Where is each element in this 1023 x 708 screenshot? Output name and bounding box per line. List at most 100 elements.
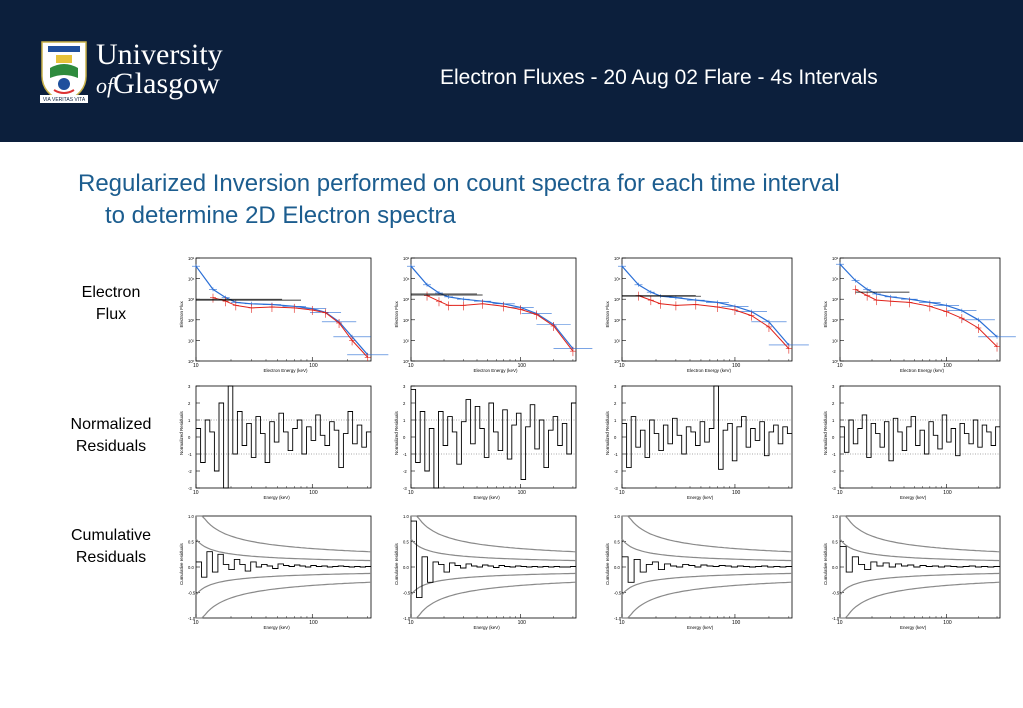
x-tick-label: 10 xyxy=(408,620,414,626)
x-tick-label: 10 xyxy=(193,490,199,496)
y-tick-label: 0.5 xyxy=(614,540,620,545)
x-tick-label: 100 xyxy=(732,490,741,496)
y-tick-label: -0.5 xyxy=(188,591,196,596)
x-tick-label: 10 xyxy=(193,620,199,626)
blue-flux-series xyxy=(839,263,998,338)
y-axis-label: Normalized Residuals xyxy=(605,410,610,455)
y-tick-label: -3 xyxy=(614,486,618,491)
y-tick-label: 10¹ xyxy=(188,338,195,343)
row-label-line: Cumulative xyxy=(70,527,152,544)
y-tick-label: 0.0 xyxy=(832,565,838,570)
y-tick-label: 10² xyxy=(403,318,410,323)
y-axis-label: Electron Flux xyxy=(394,300,399,327)
y-tick-label: 0.0 xyxy=(188,565,194,570)
y-tick-label: 1.0 xyxy=(188,514,194,519)
y-tick-label: -3 xyxy=(188,486,192,491)
upper-outer-envelope xyxy=(411,515,577,553)
y-tick-label: 0 xyxy=(188,435,191,440)
y-tick-label: -1 xyxy=(614,452,618,457)
upper-inner-envelope xyxy=(410,538,577,562)
y-tick-label: 3 xyxy=(403,384,406,389)
x-tick-label: 100 xyxy=(518,490,527,496)
row-label-line: Flux xyxy=(95,306,127,323)
subtitle-line2: to determine 2D Electron spectra xyxy=(105,202,456,229)
x-axis-label: Electron Energy (keV) xyxy=(687,368,732,373)
y-tick-label: 10³ xyxy=(188,297,195,302)
cumulative-step-series xyxy=(622,556,792,583)
plot-frame xyxy=(839,257,1001,362)
y-tick-label: -0.5 xyxy=(832,591,840,596)
plot-cumulative-residuals-4: 10 100 Energy (keV) Cumulative residuals -1.… xyxy=(823,514,1001,630)
y-tick-label: 10² xyxy=(188,318,195,323)
plot-frame xyxy=(195,385,372,489)
plot-frame xyxy=(621,515,793,619)
shield-icon xyxy=(41,41,87,103)
x-tick-label: 10 xyxy=(619,490,625,496)
y-tick-label: 1 xyxy=(614,418,617,423)
y-tick-label: 0.0 xyxy=(614,565,620,570)
y-tick-label: 3 xyxy=(188,384,191,389)
y-tick-label: 1.0 xyxy=(403,514,409,519)
y-tick-label: -2 xyxy=(188,469,192,474)
x-tick-label: 100 xyxy=(732,620,741,626)
y-tick-label: 0.0 xyxy=(403,565,409,570)
upper-inner-envelope xyxy=(195,538,372,562)
cumulative-step-series xyxy=(840,546,1000,573)
x-tick-label: 100 xyxy=(732,363,741,369)
x-tick-label: 100 xyxy=(309,620,318,626)
x-axis-label: Energy (keV) xyxy=(264,495,291,500)
upper-outer-envelope xyxy=(622,515,793,553)
slide-title: Electron Fluxes - 20 Aug 02 Flare - 4s I… xyxy=(440,66,878,89)
y-tick-label: 10⁰ xyxy=(188,359,195,364)
x-tick-label: 100 xyxy=(309,490,318,496)
lower-outer-envelope xyxy=(622,581,793,619)
y-tick-label: 10³ xyxy=(614,297,621,302)
upper-outer-envelope xyxy=(840,515,1001,553)
y-axis-label: Cumulative residuals xyxy=(823,542,828,585)
blue-flux-series xyxy=(410,265,574,349)
plot-cumulative-residuals-2: 10 100 Energy (keV) Cumulative residuals -1.… xyxy=(394,514,577,630)
x-tick-label: 10 xyxy=(408,490,414,496)
x-axis-label: Electron Energy (keV) xyxy=(474,368,519,373)
y-tick-label: -1.0 xyxy=(614,616,622,621)
y-axis-label: Electron Flux xyxy=(179,300,184,327)
lower-inner-envelope xyxy=(195,572,372,596)
shield-motto: VIA VERITAS VITA xyxy=(43,97,86,103)
y-axis-label: Electron Flux xyxy=(605,300,610,327)
residual-step-series xyxy=(411,388,576,489)
x-tick-label: 10 xyxy=(408,363,414,369)
upper-inner-envelope xyxy=(621,538,793,562)
subtitle-line1: Regularized Inversion performed on count… xyxy=(78,170,840,197)
y-tick-label: -2 xyxy=(614,469,618,474)
y-tick-label: 10⁰ xyxy=(614,359,621,364)
lower-outer-envelope xyxy=(196,581,372,619)
y-tick-label: 10⁴ xyxy=(403,277,410,282)
y-tick-label: 3 xyxy=(614,384,617,389)
plot-frame xyxy=(621,257,793,362)
y-tick-label: -2 xyxy=(832,469,836,474)
row-label-line: Residuals xyxy=(75,549,147,566)
x-tick-label: 10 xyxy=(837,620,843,626)
y-tick-label: 0.5 xyxy=(832,540,838,545)
y-tick-label: 0 xyxy=(403,435,406,440)
row-label-line: Electron xyxy=(81,284,141,301)
x-tick-label: 100 xyxy=(518,363,527,369)
university-logo: VIA VERITAS VITA xyxy=(40,41,88,103)
y-tick-label: 10⁴ xyxy=(188,277,195,282)
y-tick-label: 2 xyxy=(614,401,617,406)
wordmark-line1: University xyxy=(96,38,223,71)
y-tick-label: -1.0 xyxy=(403,616,411,621)
row-label-line: Residuals xyxy=(75,438,147,455)
y-tick-label: 10³ xyxy=(403,297,410,302)
y-tick-label: -1.0 xyxy=(188,616,196,621)
lower-inner-envelope xyxy=(410,572,577,596)
blue-flux-series xyxy=(195,265,369,356)
y-tick-label: 10⁵ xyxy=(832,256,839,261)
x-tick-label: 10 xyxy=(619,620,625,626)
y-tick-label: 10⁴ xyxy=(614,277,621,282)
x-tick-label: 10 xyxy=(193,363,199,369)
